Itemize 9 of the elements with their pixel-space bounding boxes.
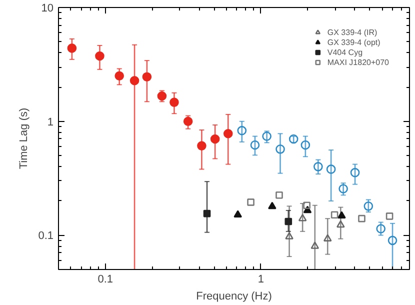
legend-label: MAXI J1820+070 bbox=[327, 58, 389, 66]
y-tick-label: 1 bbox=[47, 116, 54, 128]
x-axis-title: Frequency (Hz) bbox=[196, 290, 272, 302]
y-axis-title: Time Lag (s) bbox=[18, 108, 30, 170]
y-tick-label: 0.1 bbox=[38, 230, 54, 242]
legend-label: V404 Cyg bbox=[327, 48, 363, 56]
legend-label: GX 339-4 (IR) bbox=[327, 28, 378, 36]
y-tick-label: 10 bbox=[41, 2, 54, 14]
legend-label: GX 339-4 (opt) bbox=[327, 38, 380, 46]
